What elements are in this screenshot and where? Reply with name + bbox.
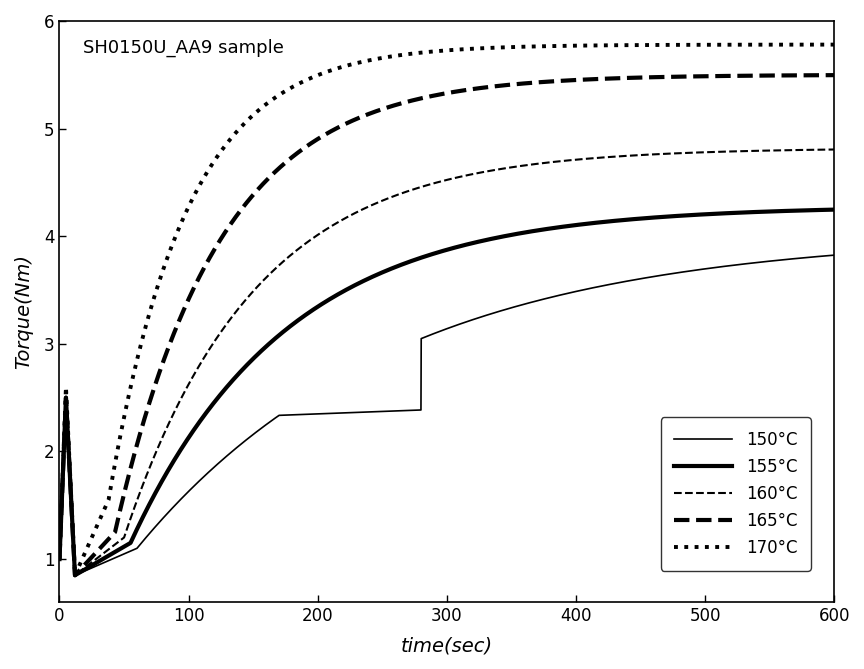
170°C: [731, 41, 741, 49]
160°C: [54, 555, 65, 563]
Y-axis label: Torque(Nm): Torque(Nm): [14, 254, 33, 369]
170°C: [814, 41, 824, 49]
170°C: [143, 314, 153, 322]
Line: 170°C: 170°C: [60, 45, 835, 575]
Line: 165°C: 165°C: [60, 75, 835, 575]
150°C: [189, 482, 200, 490]
155°C: [814, 206, 824, 214]
160°C: [70, 571, 80, 579]
Line: 155°C: 155°C: [60, 209, 835, 575]
165°C: [829, 71, 840, 79]
165°C: [814, 71, 824, 79]
150°C: [352, 408, 362, 416]
150°C: [814, 252, 824, 260]
165°C: [70, 571, 80, 579]
160°C: [189, 371, 200, 379]
170°C: [352, 59, 362, 67]
X-axis label: time(sec): time(sec): [401, 636, 493, 655]
165°C: [54, 555, 65, 563]
150°C: [54, 555, 65, 563]
170°C: [189, 191, 200, 199]
155°C: [54, 555, 65, 563]
150°C: [385, 407, 396, 415]
Line: 160°C: 160°C: [60, 149, 835, 575]
150°C: [829, 251, 840, 259]
170°C: [385, 53, 396, 61]
160°C: [352, 208, 362, 216]
160°C: [143, 468, 153, 476]
Line: 150°C: 150°C: [60, 255, 835, 575]
155°C: [731, 209, 741, 217]
155°C: [70, 571, 80, 579]
150°C: [731, 261, 741, 269]
165°C: [731, 72, 741, 80]
155°C: [352, 280, 362, 288]
170°C: [54, 555, 65, 563]
160°C: [731, 147, 741, 155]
155°C: [829, 205, 840, 213]
170°C: [829, 41, 840, 49]
150°C: [70, 571, 80, 579]
170°C: [70, 571, 80, 579]
160°C: [814, 146, 824, 154]
Legend: 150°C, 155°C, 160°C, 165°C, 170°C: 150°C, 155°C, 160°C, 165°C, 170°C: [661, 417, 810, 571]
155°C: [189, 425, 200, 434]
165°C: [352, 114, 362, 122]
150°C: [143, 531, 153, 539]
160°C: [829, 145, 840, 153]
Text: SH0150U_AA9 sample: SH0150U_AA9 sample: [83, 38, 283, 57]
160°C: [385, 193, 396, 201]
155°C: [143, 503, 153, 511]
165°C: [189, 284, 200, 292]
155°C: [385, 265, 396, 273]
165°C: [385, 102, 396, 110]
165°C: [143, 403, 153, 411]
